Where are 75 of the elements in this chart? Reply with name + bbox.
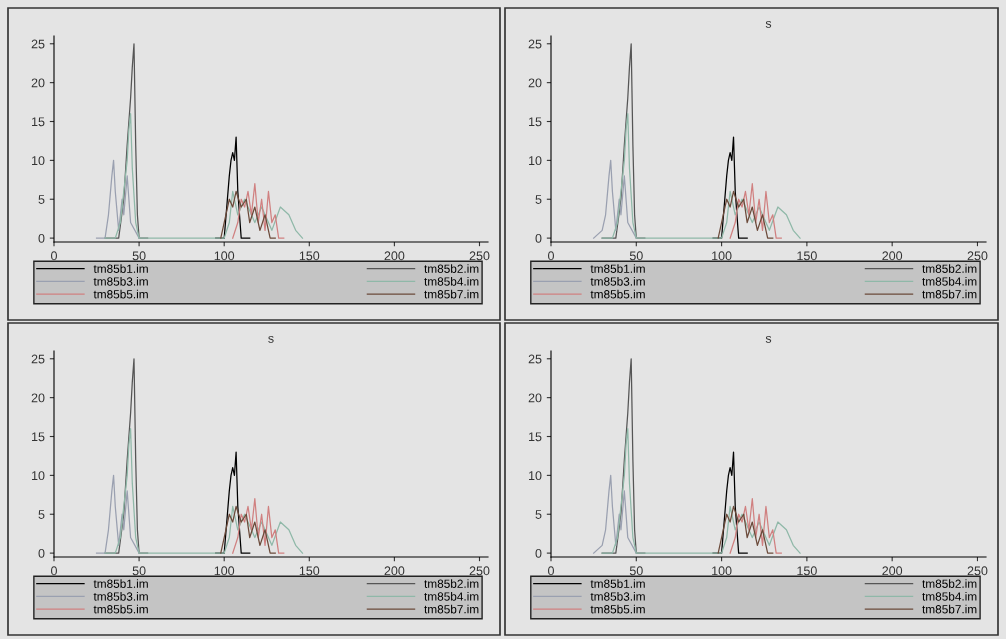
legend-label: tm85b5.im	[93, 604, 148, 614]
legend-label: tm85b5.im	[93, 289, 148, 299]
legend-label: tm85b3.im	[590, 592, 645, 601]
x-tick-label: 50	[629, 251, 643, 261]
legend-label: tm85b7.im	[922, 604, 977, 614]
y-tick-label: 20	[31, 393, 45, 403]
x-tick-label: 0	[51, 251, 57, 261]
y-tick-label: 5	[535, 510, 542, 519]
y-tick-label: 15	[32, 432, 45, 442]
x-tick-label: 250	[469, 251, 490, 261]
y-tick-label: 25	[528, 39, 542, 49]
x-tick-label: 0	[51, 566, 57, 576]
y-tick-label: 0	[38, 548, 45, 558]
legend-label: tm85b4.im	[922, 592, 977, 601]
legend-label: tm85b2.im	[922, 579, 977, 588]
y-tick-label: 25	[31, 39, 45, 49]
x-tick-label: 250	[967, 251, 988, 261]
x-tick-label: 250	[967, 566, 988, 576]
legend-label: tm85b1.im	[590, 579, 645, 588]
legend-label: tm85b3.im	[93, 277, 148, 286]
legend-label: tm85b1.im	[590, 264, 645, 273]
legend-label: tm85b7.im	[922, 289, 977, 299]
y-tick-label: 25	[528, 354, 542, 364]
x-tick-label: 100	[214, 566, 235, 576]
y-tick-label: 15	[32, 117, 45, 127]
legend-label: tm85b5.im	[590, 289, 645, 299]
y-tick-label: 0	[535, 233, 542, 243]
x-tick-label: 150	[299, 566, 320, 576]
x-tick-label: 200	[384, 251, 405, 261]
y-tick-label: 15	[529, 432, 542, 442]
y-tick-label: 5	[535, 195, 542, 204]
chart-title: s	[765, 20, 772, 28]
x-tick-label: 100	[712, 566, 732, 576]
chart-title: s	[765, 335, 772, 343]
y-tick-label: 10	[32, 156, 45, 166]
legend-label: tm85b3.im	[93, 592, 148, 601]
x-tick-label: 150	[299, 251, 320, 261]
y-tick-label: 10	[529, 156, 542, 166]
y-tick-label: 20	[528, 393, 542, 403]
x-tick-label: 0	[548, 251, 554, 261]
x-tick-label: 100	[214, 251, 235, 261]
y-tick-label: 25	[31, 354, 45, 364]
y-tick-label: 15	[529, 117, 542, 127]
legend-label: tm85b5.im	[590, 604, 645, 614]
y-tick-label: 20	[31, 78, 45, 88]
y-tick-label: 20	[528, 78, 542, 88]
x-tick-label: 50	[132, 251, 146, 261]
x-tick-label: 250	[469, 566, 490, 576]
legend-label: tm85b1.im	[93, 264, 148, 273]
x-tick-label: 0	[548, 566, 554, 576]
x-tick-label: 200	[882, 251, 903, 261]
legend-label: tm85b2.im	[424, 579, 479, 588]
x-tick-label: 50	[132, 566, 146, 576]
y-tick-label: 5	[38, 195, 45, 204]
y-tick-label: 10	[529, 471, 542, 481]
legend-label: tm85b1.im	[93, 579, 148, 588]
legend-label: tm85b4.im	[424, 277, 479, 286]
x-tick-label: 200	[384, 566, 405, 576]
legend-label: tm85b2.im	[922, 264, 977, 273]
chart-title: s	[268, 335, 274, 343]
legend-label: tm85b4.im	[922, 277, 977, 286]
legend-label: tm85b3.im	[590, 277, 645, 286]
y-tick-label: 5	[38, 510, 45, 519]
y-tick-label: 10	[32, 471, 45, 481]
legend-label: tm85b7.im	[424, 604, 479, 614]
legend-label: tm85b2.im	[424, 264, 479, 273]
x-tick-label: 200	[882, 566, 903, 576]
legend-label: tm85b7.im	[424, 289, 479, 299]
x-tick-label: 150	[797, 251, 817, 261]
y-tick-label: 0	[38, 233, 45, 243]
x-tick-label: 50	[629, 566, 643, 576]
x-tick-label: 100	[712, 251, 732, 261]
x-tick-label: 150	[797, 566, 817, 576]
legend-label: tm85b4.im	[424, 592, 479, 601]
y-tick-label: 0	[535, 548, 542, 558]
